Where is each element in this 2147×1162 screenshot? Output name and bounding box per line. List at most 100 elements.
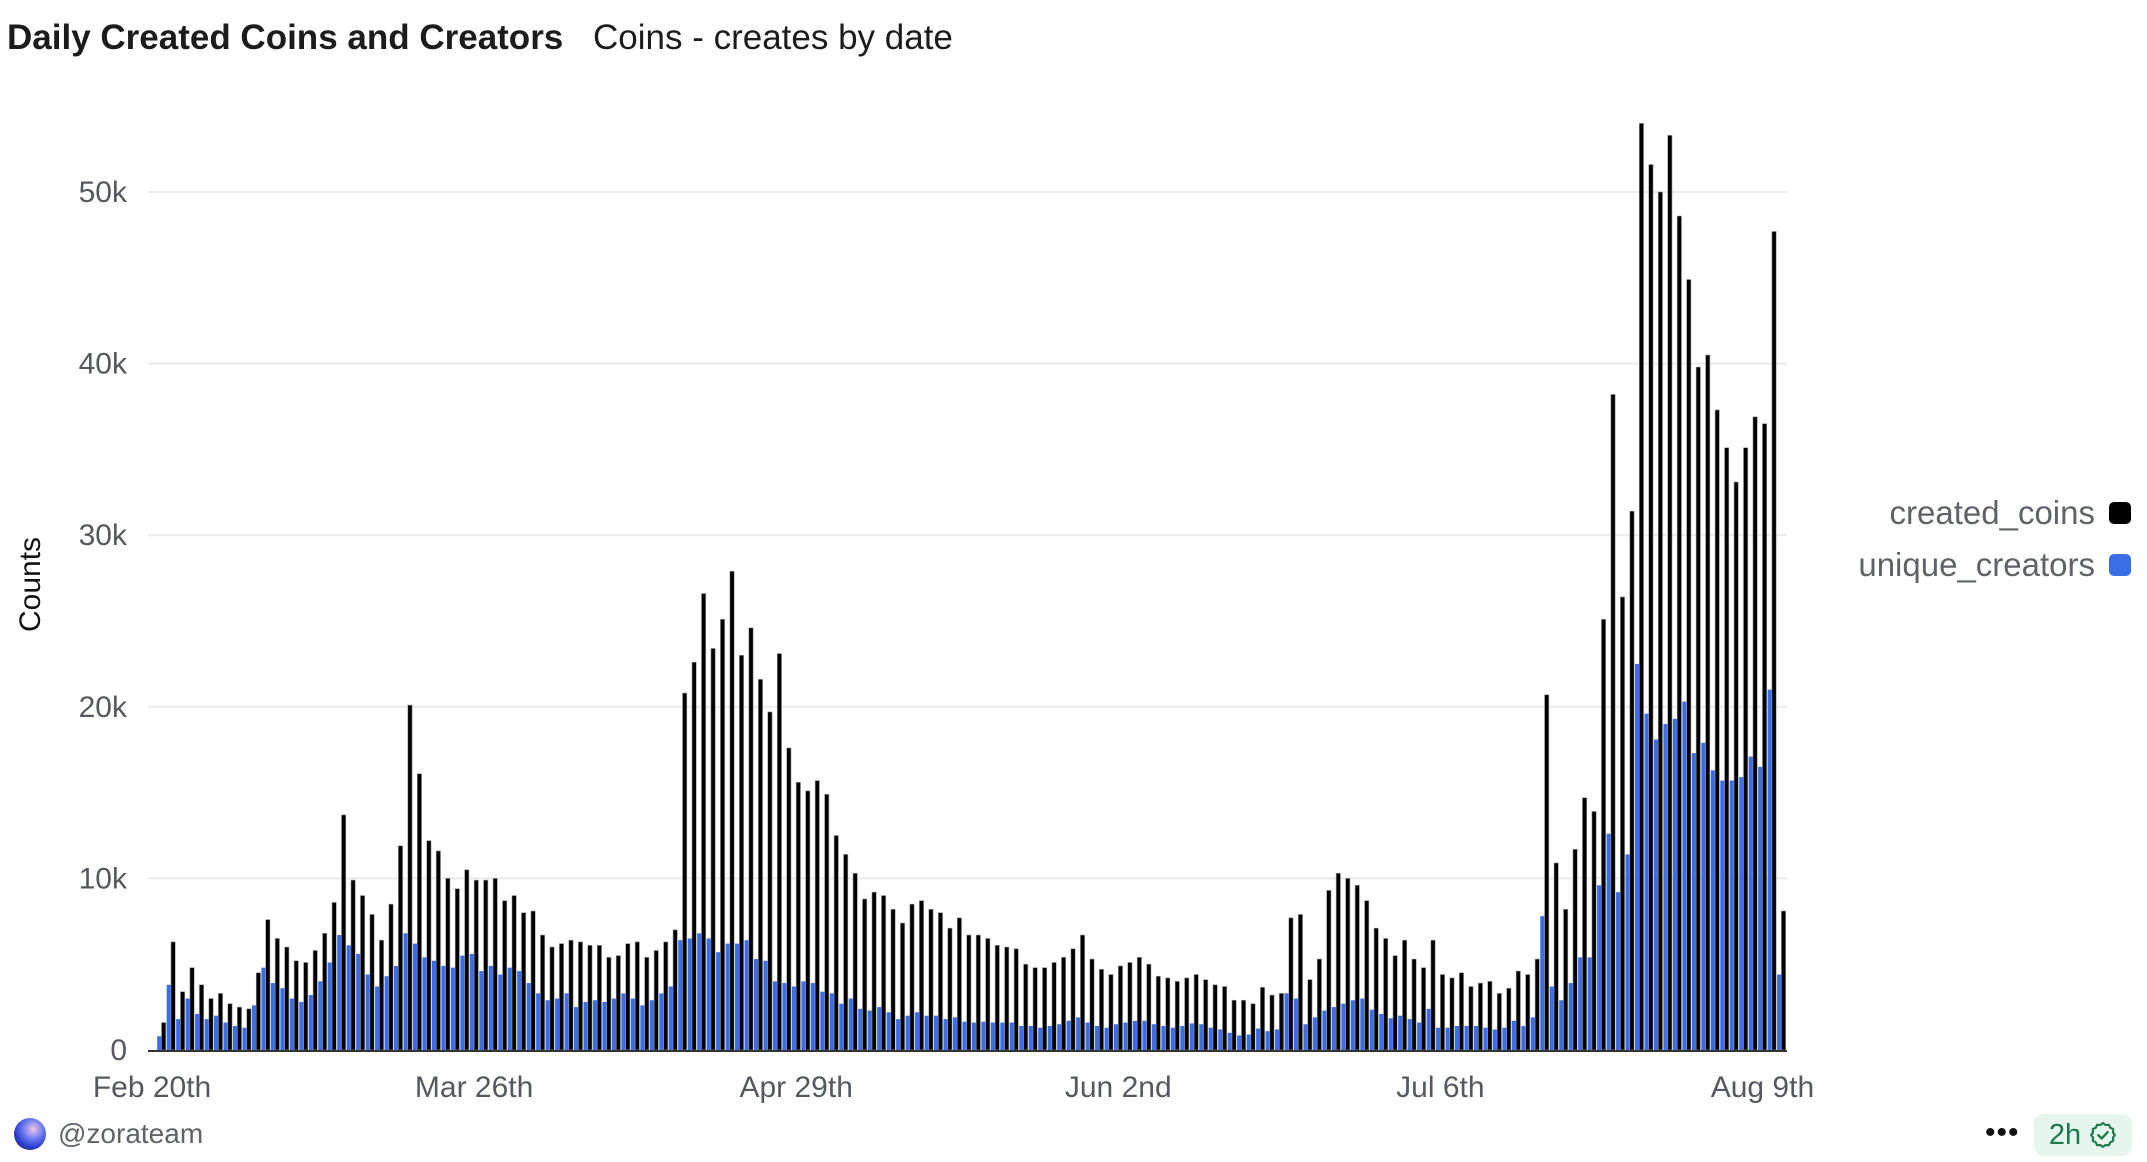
bar-created-coins — [900, 922, 905, 1051]
author-link[interactable]: @zorateam — [14, 1118, 203, 1150]
bar-created-coins — [663, 941, 669, 1051]
bar-created-coins — [653, 950, 659, 1051]
legend-item-created-coins[interactable]: created_coins — [1858, 487, 2131, 539]
bar-unique-creators — [1303, 1024, 1308, 1050]
bar-unique-creators — [1568, 983, 1573, 1050]
bar-created-coins — [540, 934, 546, 1051]
bar-unique-creators — [753, 959, 759, 1050]
bar-created-coins — [1648, 164, 1654, 1051]
bar-unique-creators — [687, 938, 692, 1050]
bar-unique-creators — [1057, 1024, 1062, 1050]
bar-unique-creators — [460, 955, 465, 1050]
bar-created-coins — [644, 957, 650, 1051]
bar-unique-creators — [545, 1000, 550, 1050]
bar-unique-creators — [621, 993, 626, 1050]
bar-unique-creators — [412, 943, 418, 1050]
bar-unique-creators — [204, 1019, 209, 1050]
legend-swatch-black — [2109, 502, 2131, 524]
bar-created-coins — [379, 939, 384, 1051]
bar-created-coins — [445, 878, 451, 1051]
more-options-button[interactable]: ••• — [1985, 1116, 2020, 1149]
bar-unique-creators — [1407, 1019, 1412, 1050]
legend-swatch-blue — [2109, 554, 2131, 576]
bar-created-coins — [1326, 890, 1332, 1051]
bar-created-coins — [293, 960, 299, 1051]
bar-created-coins — [1525, 974, 1531, 1051]
bar-unique-creators — [678, 940, 683, 1050]
bar-unique-creators — [1189, 1023, 1195, 1050]
bar-unique-creators — [394, 965, 399, 1050]
bar-unique-creators — [1142, 1020, 1147, 1050]
bar-created-coins — [170, 941, 176, 1051]
bar-unique-creators — [1038, 1027, 1043, 1050]
bar-unique-creators — [886, 1012, 891, 1050]
bar-unique-creators — [1398, 1015, 1403, 1050]
bar-unique-creators — [1246, 1034, 1251, 1050]
bar-created-coins — [1392, 955, 1398, 1051]
bar-unique-creators — [772, 981, 778, 1050]
bar-created-coins — [1099, 969, 1104, 1051]
bar-created-coins — [748, 627, 754, 1051]
bar-unique-creators — [1019, 1025, 1024, 1050]
legend-item-unique-creators[interactable]: unique_creators — [1858, 539, 2131, 591]
bar-created-coins — [710, 648, 716, 1051]
bar-created-coins — [1279, 993, 1284, 1051]
bar-created-coins — [1743, 447, 1749, 1051]
bar-created-coins — [824, 794, 830, 1051]
bar-unique-creators — [1218, 1029, 1223, 1050]
bar-created-coins — [691, 661, 697, 1051]
bar-unique-creators — [1653, 739, 1659, 1050]
bar-unique-creators — [450, 967, 456, 1050]
bar-unique-creators — [611, 998, 617, 1050]
bar-unique-creators — [905, 1015, 910, 1050]
bar-created-coins — [1724, 447, 1730, 1051]
bar-unique-creators — [337, 935, 342, 1050]
bar-created-coins — [1449, 977, 1455, 1051]
bar-created-coins — [1004, 946, 1010, 1051]
bar-unique-creators — [185, 998, 190, 1050]
bar-unique-creators — [318, 981, 323, 1050]
bar-created-coins — [1042, 967, 1048, 1051]
bar-created-coins — [1373, 927, 1379, 1051]
bar-created-coins — [1582, 797, 1588, 1051]
bar-created-coins — [1364, 900, 1370, 1051]
bar-created-coins — [956, 917, 962, 1051]
bar-unique-creators — [1748, 756, 1753, 1050]
freshness-badge[interactable]: 2h — [2034, 1114, 2132, 1156]
bar-unique-creators — [1473, 1025, 1479, 1050]
bar-unique-creators — [1644, 713, 1649, 1050]
bar-created-coins — [606, 957, 612, 1051]
bar-created-coins — [1534, 958, 1540, 1051]
bar-created-coins — [852, 872, 858, 1051]
bar-unique-creators — [1331, 1007, 1337, 1050]
bar-unique-creators — [1000, 1022, 1005, 1050]
bar-created-coins — [1771, 231, 1777, 1051]
legend: created_coins unique_creators — [1858, 487, 2131, 591]
bar-unique-creators — [1464, 1025, 1469, 1050]
y-tick-label: 50k — [79, 176, 128, 209]
bar-unique-creators — [1360, 998, 1365, 1050]
bar-created-coins — [1487, 981, 1493, 1051]
bar-unique-creators — [574, 1007, 579, 1050]
bar-created-coins — [587, 945, 593, 1051]
bar-created-coins — [1269, 994, 1275, 1051]
bar-created-coins — [161, 1022, 167, 1051]
bar-unique-creators — [1616, 892, 1621, 1050]
bar-unique-creators — [744, 940, 749, 1050]
bar-created-coins — [1345, 878, 1351, 1051]
bar-created-coins — [1174, 981, 1180, 1051]
bar-created-coins — [492, 878, 498, 1051]
bar-unique-creators — [157, 1036, 162, 1050]
bar-unique-creators — [251, 1005, 257, 1050]
bar-unique-creators — [1672, 718, 1678, 1050]
bar-unique-creators — [801, 981, 806, 1050]
bar-unique-creators — [1341, 1003, 1346, 1050]
bar-unique-creators — [1180, 1025, 1185, 1050]
bar-unique-creators — [1634, 663, 1640, 1050]
bar-unique-creators — [1606, 833, 1611, 1050]
bar-created-coins — [1297, 914, 1303, 1051]
bar-created-coins — [1421, 967, 1427, 1051]
y-tick-label: 0 — [110, 1034, 127, 1067]
bar-created-coins — [1591, 811, 1597, 1051]
